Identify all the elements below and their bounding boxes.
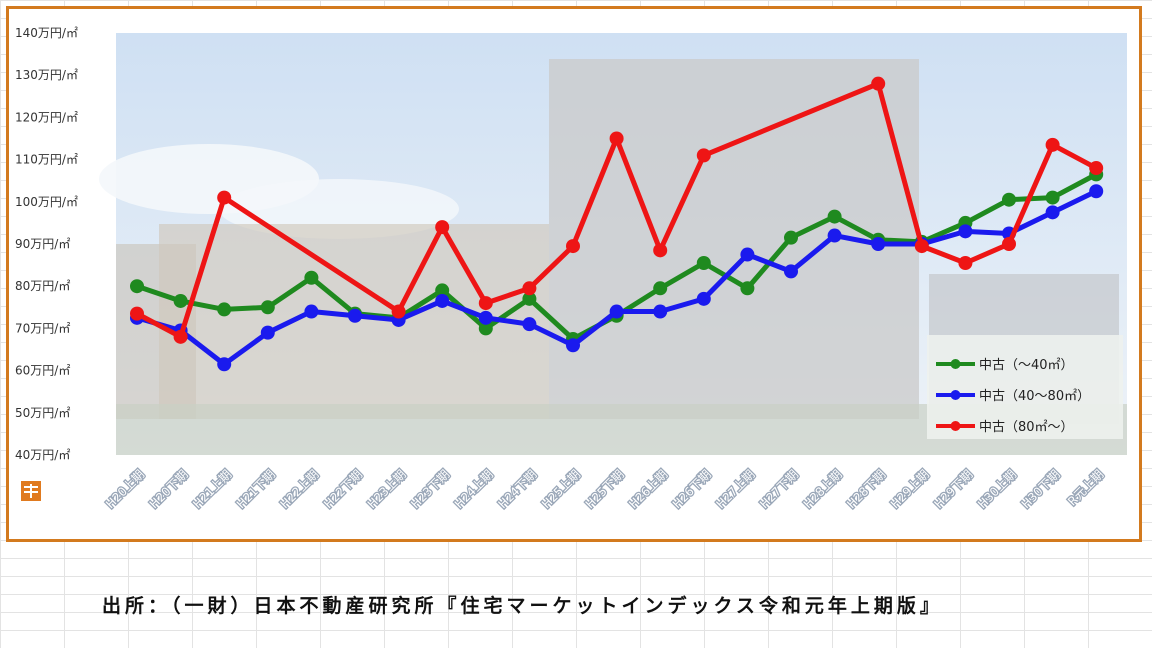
data-point-series-3: [173, 329, 188, 344]
data-point-series-2: [827, 228, 842, 243]
data-point-series-3: [478, 296, 493, 311]
data-point-series-1: [784, 230, 798, 245]
x-tick-label: H25上期: [539, 467, 583, 511]
x-tick-label: H27上期: [713, 467, 757, 511]
data-point-series-1: [522, 291, 537, 306]
data-point-series-2: [653, 304, 668, 319]
y-tick-label: 40万円/㎡: [15, 448, 70, 462]
data-point-series-1: [478, 321, 493, 336]
y-tick-label: 70万円/㎡: [15, 321, 70, 335]
x-tick-label: H23上期: [365, 467, 409, 511]
data-point-series-3: [871, 76, 886, 91]
data-point-series-3: [958, 255, 973, 270]
data-point-series-3: [696, 148, 711, 163]
data-point-series-1: [653, 281, 668, 296]
x-tick-label: H30下期: [1019, 467, 1063, 511]
data-point-series-2: [609, 304, 624, 319]
data-point-series-1: [696, 255, 711, 270]
x-tick-label: H21上期: [190, 467, 234, 511]
x-tick-label: H29上期: [888, 467, 932, 511]
data-point-series-2: [784, 264, 798, 279]
data-point-series-3: [1002, 237, 1016, 251]
x-tick-label: H27下期: [757, 467, 801, 511]
data-point-series-1: [260, 300, 275, 315]
data-point-series-3: [435, 220, 450, 235]
x-tick-label: H26上期: [626, 467, 670, 511]
data-point-series-1: [130, 279, 144, 294]
data-point-series-2: [522, 317, 537, 332]
data-point-series-2: [260, 325, 275, 340]
data-point-series-1: [827, 209, 842, 224]
x-tick-label: H24下期: [495, 467, 539, 511]
data-point-series-2: [1045, 205, 1060, 220]
x-tick-label: H24上期: [452, 467, 496, 511]
data-point-series-3: [130, 306, 144, 321]
data-point-series-1: [304, 270, 319, 285]
y-tick-label: 60万円/㎡: [15, 364, 70, 378]
y-tick-label: 80万円/㎡: [15, 279, 70, 293]
data-point-series-3: [522, 281, 537, 296]
data-point-series-2: [1089, 184, 1104, 199]
data-point-series-3: [217, 190, 232, 205]
y-tick-label: 100万円/㎡: [15, 195, 78, 209]
x-tick-label: R元上期: [1065, 467, 1106, 508]
data-point-series-2: [304, 304, 319, 319]
line-chart: 40万円/㎡ 50万円/㎡ 60万円/㎡ 70万円/㎡ 80万円/㎡ 90万円/㎡ 100万…: [15, 26, 1127, 513]
x-tick-label: H26下期: [670, 467, 714, 511]
data-point-series-2: [871, 237, 886, 251]
data-point-series-1: [217, 302, 232, 317]
data-point-series-1: [173, 293, 188, 308]
data-point-series-2: [348, 308, 362, 323]
data-point-series-2: [740, 247, 755, 262]
data-point-series-1: [435, 283, 450, 298]
x-tick-label: H28上期: [801, 467, 845, 511]
publisher-logo-icon: [21, 481, 41, 501]
x-tick-label: H22上期: [277, 467, 321, 511]
x-tick-label: H20下期: [147, 467, 191, 511]
y-tick-label: 50万円/㎡: [15, 406, 70, 420]
data-point-series-1: [1002, 192, 1016, 207]
legend-swatch-marker: [950, 390, 961, 400]
data-point-series-3: [1089, 161, 1104, 176]
background-photo: [99, 33, 1127, 455]
data-point-series-3: [609, 131, 624, 146]
y-tick-label: 130万円/㎡: [15, 68, 78, 82]
data-point-series-2: [435, 293, 450, 308]
legend-entry-2: 中古（40～80㎡）: [979, 389, 1090, 404]
y-tick-label: 120万円/㎡: [15, 110, 78, 124]
data-point-series-2: [217, 357, 232, 372]
data-point-series-3: [1045, 137, 1060, 152]
legend-swatch-marker: [950, 421, 961, 431]
data-point-series-3: [566, 239, 580, 254]
y-tick-label: 140万円/㎡: [15, 26, 78, 40]
legend-entry-3: 中古（80㎡～）: [979, 420, 1074, 435]
chart-frame: 40万円/㎡ 50万円/㎡ 60万円/㎡ 70万円/㎡ 80万円/㎡ 90万円/㎡ 100万…: [6, 6, 1142, 542]
x-tick-label: H20上期: [103, 467, 147, 511]
legend: 中古（～40㎡） 中古（40～80㎡） 中古（80㎡～）: [927, 335, 1123, 439]
data-point-series-1: [1045, 190, 1060, 205]
data-point-series-2: [958, 224, 973, 239]
y-tick-label: 110万円/㎡: [15, 153, 78, 167]
data-point-series-2: [696, 291, 711, 306]
x-tick-label: H28下期: [844, 467, 888, 511]
data-point-series-1: [740, 281, 755, 296]
data-point-series-3: [914, 239, 929, 254]
data-point-series-3: [391, 304, 406, 319]
x-tick-label: H30上期: [975, 467, 1019, 511]
legend-swatch-marker: [950, 359, 961, 369]
y-tick-label: 90万円/㎡: [15, 237, 70, 251]
data-point-series-2: [478, 310, 493, 325]
x-tick-label: H21下期: [234, 467, 278, 511]
x-tick-label: H29下期: [931, 467, 975, 511]
x-tick-label: H23下期: [408, 467, 452, 511]
legend-entry-1: 中古（～40㎡）: [979, 358, 1074, 373]
x-tick-label: H22下期: [321, 467, 365, 511]
data-point-series-3: [653, 243, 668, 258]
data-point-series-2: [566, 338, 580, 353]
source-caption: 出所：（一財）日本不動産研究所『住宅マーケットインデックス令和元年上期版』: [102, 595, 943, 617]
x-tick-label: H25下期: [583, 467, 627, 511]
